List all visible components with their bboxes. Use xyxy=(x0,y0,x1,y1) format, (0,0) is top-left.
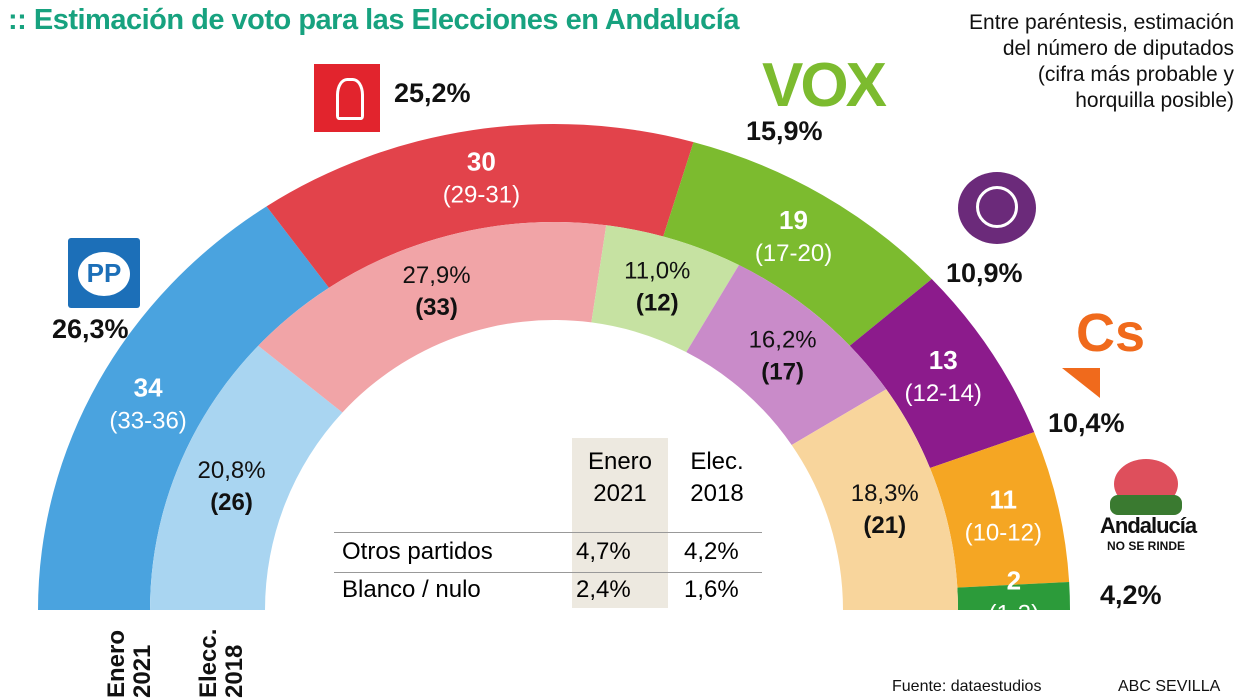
th: 2018 xyxy=(690,480,744,507)
segment-label: 2 xyxy=(1007,565,1021,595)
note-line: (cifra más probable y xyxy=(1037,63,1234,86)
chart-title: :: Estimación de voto para las Eleccione… xyxy=(8,4,740,36)
cs-logo: Cs xyxy=(1076,303,1146,363)
ring-label-line: 2018 xyxy=(221,644,248,698)
segment-sublabel: (26) xyxy=(210,489,253,516)
pp-logo-text: PP xyxy=(86,258,122,288)
brand: ABC SEVILLA xyxy=(1118,678,1221,695)
segment-label: 27,9% xyxy=(403,262,471,289)
segment-label: 34 xyxy=(134,372,163,402)
andalucia-pct: 4,2% xyxy=(1100,580,1162,610)
ring-label-line: Elecc. xyxy=(195,628,222,698)
vox-logo: VOX xyxy=(762,51,887,120)
psoe-logo xyxy=(314,64,380,132)
vox-pct: 15,9% xyxy=(746,116,823,146)
segment-sublabel: (21) xyxy=(863,512,906,539)
table-highlight xyxy=(572,438,668,608)
divider xyxy=(334,572,762,573)
segment-psoe xyxy=(266,124,694,288)
segment-sublabel: (17-20) xyxy=(755,240,832,267)
segment-andalucía-no-se-rinde xyxy=(957,582,1070,610)
segment-pp xyxy=(150,345,343,610)
segment-vox xyxy=(663,142,932,346)
table-cell: Blanco / nulo xyxy=(342,576,481,603)
ring-label-outer: Enero 2021 xyxy=(103,629,156,698)
segment-vox xyxy=(591,225,739,353)
segment-sublabel: (17) xyxy=(761,358,804,385)
source: Fuente: dataestudios xyxy=(892,678,1042,695)
table-cell: 2,4% xyxy=(576,576,631,603)
segment-label: 18,3% xyxy=(851,480,919,507)
table-cell: 4,7% xyxy=(576,538,631,565)
podemos-pct: 10,9% xyxy=(946,258,1023,288)
segment-adelante xyxy=(686,265,887,445)
cs-arrow-icon xyxy=(1062,368,1100,398)
segment-sublabel: (33) xyxy=(415,294,458,321)
segment-label: 13 xyxy=(929,345,958,375)
segment-sublabel: (33-36) xyxy=(109,407,186,434)
psoe-pct: 25,2% xyxy=(394,78,471,108)
segment-sublabel: (10-12) xyxy=(965,519,1042,546)
table-cell: Otros partidos xyxy=(342,538,493,565)
segment-label: 16,2% xyxy=(749,326,817,353)
table-header-elec: Elec. 2018 xyxy=(672,446,762,510)
segment-label: 20,8% xyxy=(198,457,266,484)
segment-label: 11,0% xyxy=(624,257,690,284)
note: Entre paréntesis, estimación del número … xyxy=(969,10,1234,114)
segment-label: 11 xyxy=(990,484,1018,514)
segment-podemos xyxy=(849,278,1035,468)
table-cell: 1,6% xyxy=(684,576,739,603)
ring-label-line: 2021 xyxy=(129,644,156,698)
ring-label-line: Enero xyxy=(103,629,130,698)
segment-label: 30 xyxy=(467,146,496,176)
note-line: del número de diputados xyxy=(1002,37,1234,60)
segment-sublabel: (12-14) xyxy=(905,380,982,407)
segment-label: 19 xyxy=(779,205,808,235)
segment-sublabel: (1-3) xyxy=(988,600,1039,627)
note-line: Entre paréntesis, estimación xyxy=(969,11,1234,34)
note-line: horquilla posible) xyxy=(1075,89,1234,112)
th: Elec. xyxy=(690,448,744,475)
table-cell: 4,2% xyxy=(684,538,739,565)
segment-sublabel: (12) xyxy=(636,289,679,316)
andalucia-logo-sub: NO SE RINDE xyxy=(1106,539,1185,553)
segment-cs xyxy=(791,389,958,610)
th: Enero xyxy=(587,448,653,475)
table-header-enero: Enero 2021 xyxy=(572,446,668,510)
andalucia-logo: Andalucía NO SE RINDE xyxy=(1100,455,1197,565)
pp-pct: 26,3% xyxy=(52,314,129,344)
divider xyxy=(334,532,762,533)
segment-psoe xyxy=(258,222,607,413)
cs-pct: 10,4% xyxy=(1048,408,1125,438)
segment-cs xyxy=(929,432,1070,588)
segment-sublabel: (29-31) xyxy=(443,181,520,208)
andalucia-logo-text: Andalucía xyxy=(1100,513,1197,538)
podemos-logo xyxy=(958,172,1036,244)
ring-label-inner: Elecc. 2018 xyxy=(195,628,248,698)
segment-pp xyxy=(38,206,329,610)
pp-logo: PP xyxy=(68,238,140,308)
th: 2021 xyxy=(593,480,647,507)
